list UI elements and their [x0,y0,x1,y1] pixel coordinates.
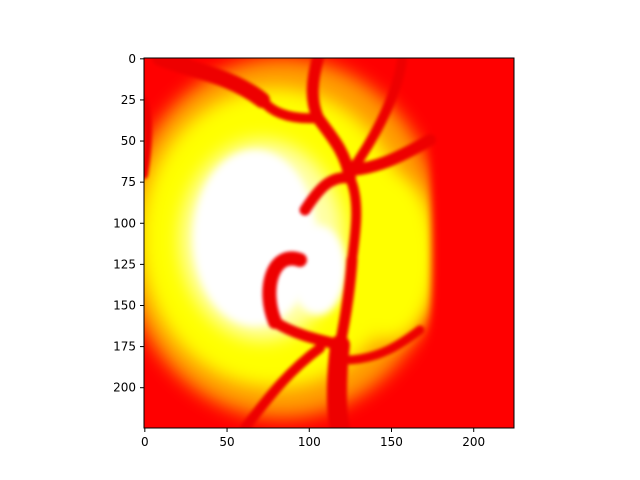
y-tick-label: 175 [113,340,136,354]
heatmap-bright-center [193,150,317,326]
vessel-6 [345,173,362,265]
axes-frame [143,57,515,429]
y-tick-label: 75 [121,175,136,189]
vessel-3 [306,58,324,124]
y-tick-label: 50 [121,134,136,148]
heatmap-right-red-field [432,58,514,428]
plot-area [144,58,514,428]
vessel-15 [144,96,152,179]
vessel-10 [262,251,307,329]
y-tick-label: 0 [128,52,136,66]
heatmap-bright-center-2 [290,225,346,315]
x-tick-label: 150 [380,435,403,449]
x-tick-label: 50 [219,435,234,449]
x-tick-label: 0 [141,435,149,449]
x-tick-label: 100 [298,435,321,449]
y-tick-label: 200 [113,381,136,395]
vessel-7 [299,172,356,216]
vessel-8 [346,134,436,176]
y-tick-label: 125 [113,257,136,271]
y-tick-label: 100 [113,216,136,230]
vessel-14 [345,325,425,365]
y-axis: 0 25 50 75 100 125 150 175 200 [113,52,144,395]
x-tick-label: 200 [462,435,485,449]
vessel-13 [240,343,325,428]
vessel-5 [347,58,407,175]
heatmap-image [144,58,514,428]
y-tick-label: 150 [113,298,136,312]
vessel-2 [257,95,323,124]
heatmap-right-yellow-region [342,176,438,340]
vessel-16 [182,58,233,85]
x-axis: 0 50 100 150 200 [141,428,485,449]
heatmap-vessels [144,58,436,428]
vessel-12 [327,335,350,428]
y-tick-label: 25 [121,93,136,107]
